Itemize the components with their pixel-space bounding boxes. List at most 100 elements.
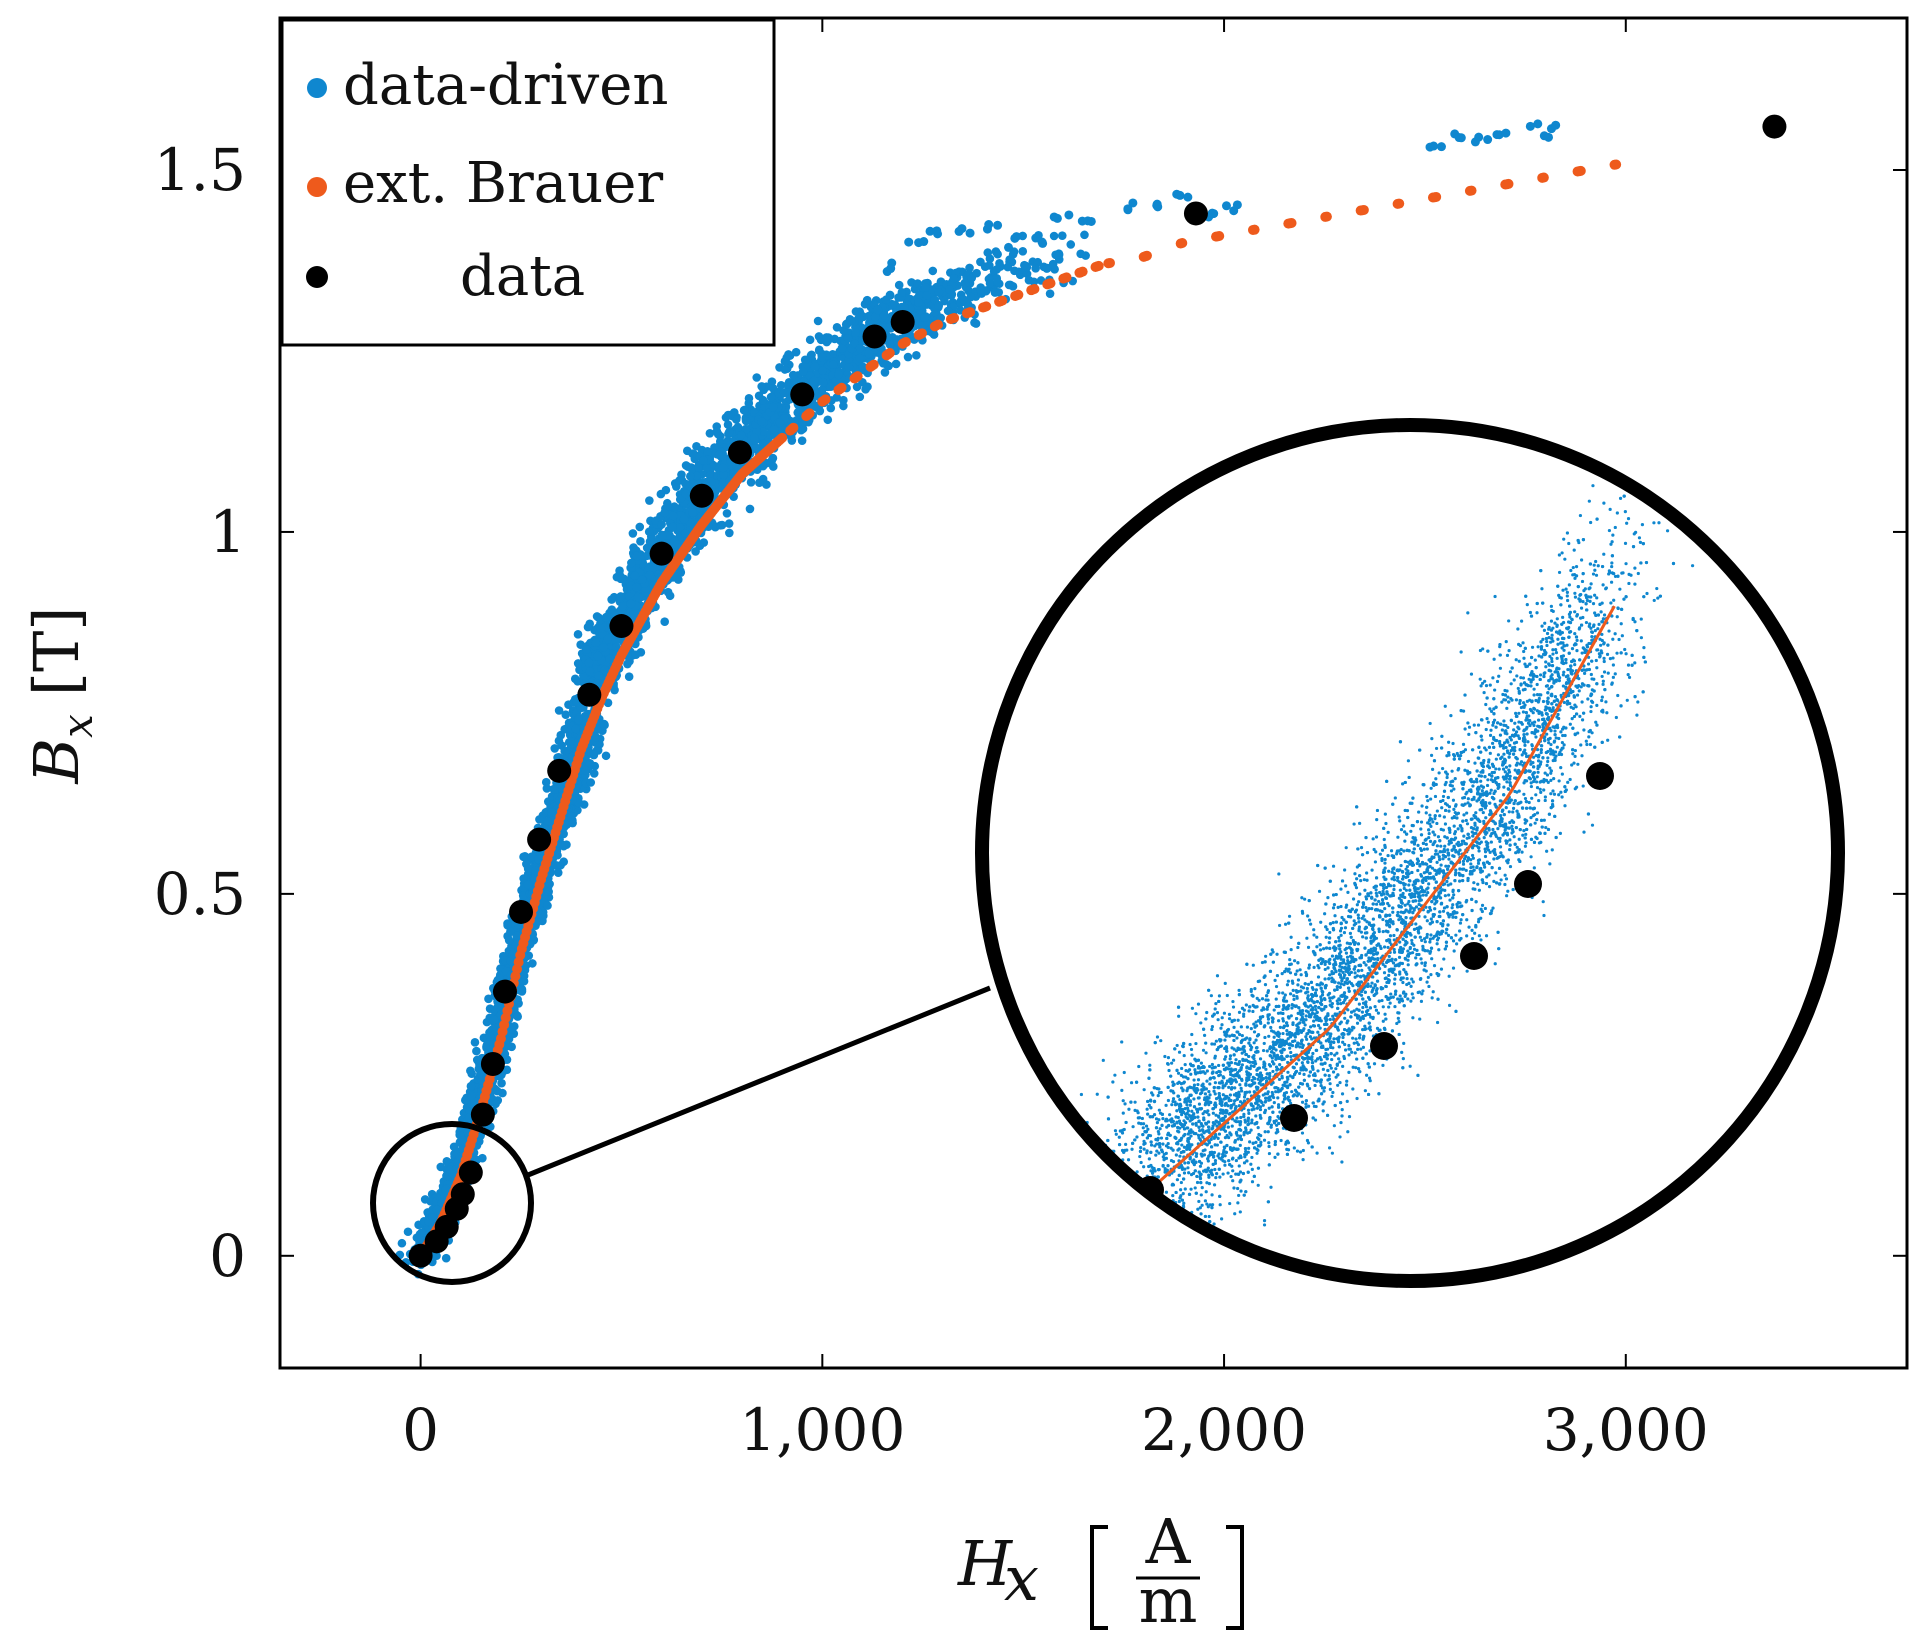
data-driven-point — [660, 617, 670, 627]
data-driven-point — [846, 316, 856, 326]
data-driven-point — [593, 651, 603, 661]
data-point — [470, 1102, 495, 1127]
data-driven-point — [855, 353, 865, 363]
data-driven-point — [445, 1165, 455, 1175]
data-driven-point — [1031, 233, 1041, 243]
data-driven-point — [623, 659, 632, 669]
data-driven-point — [518, 891, 528, 900]
data-driven-point — [602, 612, 611, 622]
data-point — [577, 682, 602, 707]
data-driven-point — [691, 547, 700, 556]
data-driven-point — [904, 237, 914, 247]
data-driven-point — [993, 220, 1003, 230]
data-driven-point — [665, 591, 675, 601]
data-driven-point — [736, 430, 746, 440]
data-driven-point — [828, 360, 838, 369]
data-driven-point — [864, 349, 874, 358]
data-driven-point — [750, 433, 759, 443]
data-driven-point — [800, 355, 810, 365]
data-driven-point — [528, 959, 537, 968]
brauer-point — [981, 301, 992, 312]
data-driven-point — [586, 778, 596, 787]
data-driven-point — [1086, 216, 1096, 226]
data-driven-point — [768, 383, 778, 393]
data-driven-point — [1128, 198, 1138, 208]
data-driven-point — [1470, 137, 1480, 147]
data-driven-point — [1183, 192, 1193, 202]
data-driven-point — [1175, 190, 1185, 200]
data-driven-point — [513, 1012, 522, 1021]
brauer-point — [1013, 289, 1024, 300]
data-driven-point — [489, 1015, 499, 1025]
data-driven-point — [702, 463, 711, 473]
data-driven-point — [688, 508, 697, 517]
data-driven-point — [611, 636, 621, 645]
data-driven-point — [492, 1086, 502, 1096]
data-driven-point — [436, 1162, 446, 1172]
data-driven-point — [644, 527, 654, 537]
data-driven-point — [863, 382, 872, 392]
data-driven-point — [818, 366, 828, 375]
data-driven-point — [630, 571, 640, 580]
data-driven-point — [571, 724, 581, 734]
data-driven-point — [881, 360, 891, 369]
data-driven-point — [965, 228, 975, 238]
data-driven-point — [1533, 119, 1543, 129]
data-driven-point — [1008, 282, 1018, 291]
data-driven-point — [775, 418, 785, 427]
data-driven-point — [506, 956, 515, 966]
brauer-point — [1214, 231, 1225, 242]
brauer-point — [777, 432, 788, 443]
data-driven-point — [523, 880, 533, 889]
data-driven-point — [603, 698, 613, 708]
data-driven-point — [746, 478, 756, 487]
brauer-point — [852, 371, 863, 382]
brauer-point — [1575, 165, 1586, 176]
brauer-point — [836, 382, 847, 393]
data-point — [1762, 114, 1787, 139]
data-driven-point — [1501, 128, 1511, 138]
data-driven-point — [891, 359, 901, 369]
brauer-point — [900, 337, 911, 347]
data-driven-point — [633, 592, 643, 602]
data-driven-point — [885, 340, 895, 349]
data-driven-point — [839, 401, 848, 411]
inset-background — [982, 425, 1838, 1281]
data-driven-point — [1123, 204, 1133, 214]
data-point — [408, 1243, 433, 1268]
brauer-point — [1286, 217, 1297, 228]
brauer-point — [820, 394, 831, 405]
data-driven-point — [949, 273, 959, 283]
data-driven-point — [779, 388, 789, 398]
brauer-point — [1503, 178, 1514, 189]
data-driven-point — [810, 362, 820, 372]
data-driven-point — [809, 376, 819, 386]
data-driven-point — [543, 817, 552, 826]
inset-zoom — [1065, 466, 1695, 1280]
data-driven-point — [699, 456, 708, 465]
data-driven-point — [657, 520, 666, 529]
data-driven-point — [1004, 242, 1014, 252]
data-driven-point — [403, 1227, 413, 1237]
data-driven-point — [852, 382, 862, 392]
data-driven-point — [1010, 266, 1019, 276]
data-point — [689, 483, 714, 508]
brauer-point — [1358, 204, 1369, 215]
data-driven-point — [591, 638, 601, 647]
data-driven-point — [668, 522, 677, 532]
data-point — [480, 1051, 505, 1076]
brauer-point — [1061, 272, 1072, 283]
data-driven-point — [739, 405, 749, 415]
data-driven-point — [920, 313, 929, 322]
data-point — [450, 1182, 475, 1207]
data-driven-point — [547, 808, 556, 817]
data-driven-point — [959, 295, 968, 304]
data-driven-point — [567, 811, 576, 821]
data-driven-point — [717, 520, 727, 530]
data-driven-point — [757, 382, 766, 391]
data-driven-point — [467, 1069, 477, 1079]
data-driven-point — [504, 935, 514, 945]
data-driven-point — [467, 1091, 476, 1101]
